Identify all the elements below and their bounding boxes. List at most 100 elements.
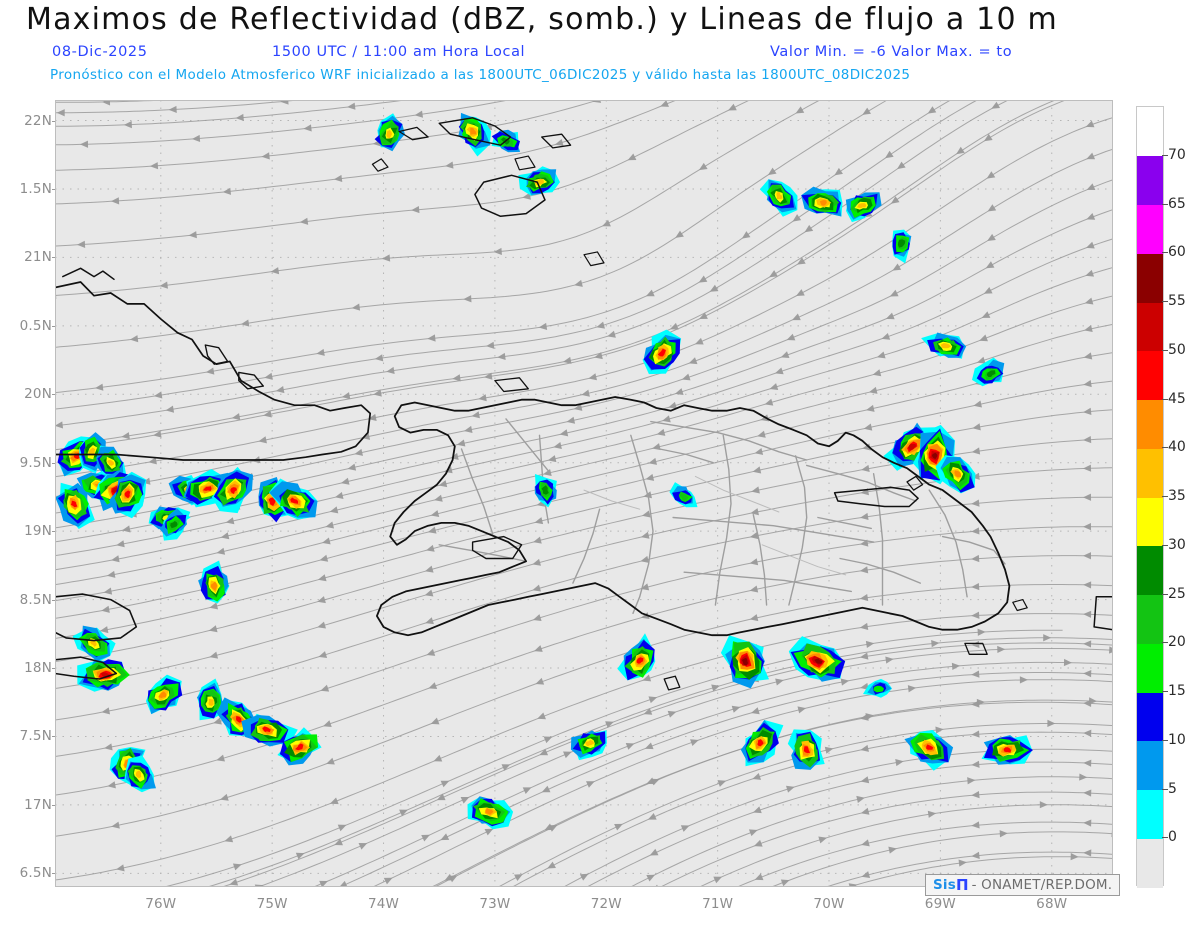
colorbar-band (1137, 448, 1163, 498)
reflectivity-cell (617, 633, 656, 681)
reflectivity-cell (159, 507, 191, 541)
reflectivity-cell (109, 471, 147, 519)
colorbar-tick-label: 0 (1168, 829, 1177, 846)
colorbar-tick (1162, 398, 1168, 400)
coastline-layer (55, 117, 1113, 691)
latitude-tick (52, 120, 56, 122)
pi-glyph-icon: Π (956, 876, 969, 894)
colorbar-tick-label: 45 (1168, 390, 1186, 407)
colorbar-tick-label: 70 (1168, 146, 1186, 163)
colorbar-tick-label: 5 (1168, 780, 1177, 797)
admin-boundaries-layer (438, 418, 1006, 614)
reflectivity-cell (374, 113, 405, 152)
longitude-tick-label: 69W (924, 896, 956, 912)
colorbar-tick (1162, 301, 1168, 302)
reflectivity-cell (845, 192, 882, 223)
colorbar-tick-label: 15 (1168, 683, 1186, 699)
latitude-tick (52, 325, 56, 327)
reflectivity-cell (863, 678, 892, 698)
forecast-time: 1500 UTC / 11:00 am Hora Local (272, 44, 526, 60)
latitude-tick-label: 1.5N (19, 180, 52, 197)
reflectivity-cell (669, 482, 698, 508)
colorbar-tick (1162, 739, 1168, 741)
longitude-tick-label: 75W (256, 896, 288, 912)
latitude-tick (52, 668, 56, 669)
longitude-tick-label: 68W (1036, 896, 1068, 912)
colorbar-tick-label: 40 (1168, 439, 1186, 456)
reflectivity-cell (921, 332, 967, 359)
latitude-tick (52, 188, 56, 190)
reflectivity-cell (211, 466, 253, 514)
colorbar-tick-label: 60 (1168, 244, 1186, 261)
reflectivity-cell (198, 560, 230, 604)
colorbar-tick (1162, 496, 1168, 497)
latitude-tick-label: 17N (24, 796, 52, 813)
colorbar-tick-label: 65 (1168, 195, 1186, 212)
colorbar[interactable] (1136, 106, 1164, 888)
colorbar-tick-label: 30 (1168, 536, 1186, 553)
reflectivity-cell (720, 635, 769, 689)
reflectivity-cell (787, 729, 825, 770)
colorbar-tick (1162, 642, 1168, 644)
reflectivity-cell (935, 455, 976, 494)
reflectivity-cell (55, 482, 95, 529)
colorbar-band (1137, 594, 1163, 644)
colorbar-band (1137, 155, 1163, 205)
latitude-tick-label: 9.5N (19, 454, 52, 471)
reflectivity-cell (801, 186, 843, 217)
latitude-tick (52, 257, 56, 259)
latitude-tick-label: 6.5N (19, 865, 52, 882)
latitude-tick (52, 873, 56, 875)
colorbar-band (1137, 643, 1163, 693)
colorbar-tick (1162, 788, 1168, 790)
latitude-tick (52, 736, 56, 738)
latitude-tick (52, 804, 56, 806)
colorbar-band (1137, 399, 1163, 449)
reflectivity-cell (972, 357, 1005, 387)
reflectivity-cell (570, 730, 607, 761)
model-description: Pronóstico con el Modelo Atmosferico WRF… (50, 67, 911, 83)
colorbar-tick-label: 55 (1168, 293, 1186, 309)
reflectivity-cell (518, 166, 560, 196)
reflectivity-cell (458, 112, 492, 157)
reflectivity-cell (146, 674, 183, 715)
latitude-tick-label: 21N (24, 249, 52, 266)
reflectivity-cell (981, 735, 1033, 765)
reflectivity-cell (268, 478, 318, 520)
latitude-tick-label: 8.5N (19, 591, 52, 608)
colorbar-band (1137, 204, 1163, 254)
longitude-tick-label: 71W (702, 896, 734, 912)
latitude-tick-label: 20N (24, 386, 52, 403)
reflectivity-cell (277, 727, 322, 766)
colorbar-band (1137, 789, 1163, 839)
longitude-tick-label: 72W (590, 896, 622, 912)
colorbar-band (1137, 253, 1163, 303)
colorbar-band (1137, 350, 1163, 400)
longitude-tick-label: 76W (145, 896, 177, 912)
reflectivity-cell (740, 720, 784, 767)
longitude-tick-label: 70W (813, 896, 845, 912)
reflectivity-cell (241, 713, 298, 747)
latitude-tick-label: 18N (24, 660, 52, 676)
colorbar-tick (1162, 252, 1168, 254)
colorbar-tick-label: 20 (1168, 634, 1186, 651)
reflectivity-cell (759, 179, 798, 217)
reflectivity-cell (892, 229, 912, 264)
reflectivity-cell (467, 796, 514, 830)
colorbar-tick-label: 25 (1168, 585, 1186, 602)
latitude-tick (52, 599, 56, 601)
reflectivity-layer (55, 112, 1033, 830)
colorbar-tick (1162, 203, 1168, 205)
colorbar-tick (1162, 593, 1168, 595)
colorbar-tick-label: 35 (1168, 488, 1186, 504)
map-plot-area[interactable] (55, 100, 1113, 887)
colorbar-tick (1162, 837, 1168, 839)
latitude-tick (52, 531, 56, 533)
sis-text: Sis (933, 877, 956, 893)
colorbar-band (1137, 740, 1163, 790)
latitude-axis: 22N 1.5N 21N 0.5N 20N 9.5N 19N 8.5N 18N 7.5N 17N 6.… (0, 0, 56, 927)
colorbar-tick (1162, 154, 1168, 156)
reflectivity-cell (534, 474, 557, 508)
longitude-tick-label: 73W (479, 896, 511, 912)
attribution-logo: Sis Π - ONAMET/REP.DOM. (925, 874, 1121, 896)
